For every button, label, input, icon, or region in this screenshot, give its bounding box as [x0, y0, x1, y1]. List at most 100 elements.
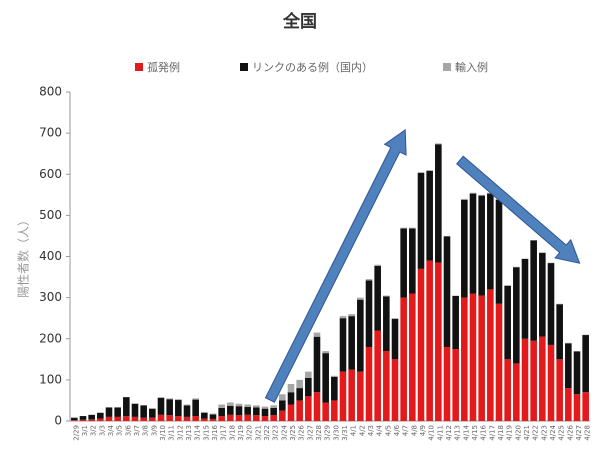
bar-segment [392, 319, 399, 359]
bar-segment [392, 318, 399, 319]
bar-segment [444, 236, 451, 347]
bar-segment [71, 418, 78, 420]
bar-segment [166, 415, 173, 421]
x-tick-label: 4/27 [575, 425, 583, 441]
bar-segment [97, 413, 104, 419]
bar-segment [262, 407, 269, 409]
bar-segment [97, 419, 104, 421]
bar-segment [556, 304, 563, 359]
bar-segment [348, 370, 355, 421]
bar-segment [366, 279, 373, 280]
y-tick-label: 600 [39, 167, 62, 181]
bar-segment [296, 400, 303, 421]
bar-segment [435, 143, 442, 144]
bar-segment [158, 415, 165, 421]
bar-segment [305, 396, 312, 421]
x-tick-label: 3/13 [185, 425, 193, 441]
bar-segment [210, 414, 217, 419]
y-axis-label: 陽性者数（人） [16, 214, 31, 298]
bar-segment [496, 200, 503, 304]
bar-segment [253, 415, 260, 421]
bar-segment [201, 412, 208, 413]
bar-segment [288, 405, 295, 421]
bar-segment [227, 406, 234, 415]
bar-segment [487, 194, 494, 290]
bar-segment [149, 409, 156, 418]
bar-segment [357, 372, 364, 421]
bar-segment [522, 259, 529, 339]
bar-segment [244, 407, 251, 415]
x-tick-label: 4/17 [488, 425, 496, 441]
bar-segment [530, 341, 537, 421]
bar-segment [418, 173, 425, 269]
bar-segment [452, 349, 459, 421]
x-tick-label: 4/23 [540, 425, 548, 441]
bar-segment [426, 261, 433, 421]
x-tick-label: 4/7 [402, 425, 410, 436]
bar-segment [565, 343, 572, 388]
bar-segment [175, 416, 182, 421]
x-tick-label: 3/9 [150, 425, 158, 436]
bar-segment [140, 405, 147, 417]
legend-swatch [240, 63, 248, 71]
x-tick-label: 3/24 [280, 424, 288, 440]
bar-segment [236, 406, 243, 415]
x-tick-label: 4/4 [376, 424, 384, 436]
x-tick-label: 4/16 [480, 424, 488, 440]
bar-segment [435, 144, 442, 262]
bar-segment [574, 394, 581, 421]
bar-segment [166, 398, 173, 399]
x-tick-label: 4/15 [471, 425, 479, 441]
bar-segment [236, 415, 243, 421]
bar-segment [331, 400, 338, 421]
bar-segment [106, 417, 113, 421]
bar-segment [357, 298, 364, 300]
x-tick-label: 3/20 [246, 425, 254, 441]
bar-segment [236, 404, 243, 406]
bar-segment [114, 417, 121, 421]
bar-segment [409, 228, 416, 229]
bar-segment [288, 392, 295, 404]
bar-segment [392, 359, 399, 421]
x-tick-label: 4/14 [462, 424, 470, 440]
bar-segment [132, 404, 139, 417]
bar-segment [210, 419, 217, 421]
x-tick-label: 4/28 [584, 425, 592, 441]
bar-segment [400, 228, 407, 229]
bar-segment [288, 384, 295, 392]
bar-segment [279, 411, 286, 421]
bar-segment [357, 300, 364, 372]
bar-segment [244, 405, 251, 407]
bar-segment [487, 289, 494, 421]
bar-segment [383, 296, 390, 351]
x-tick-label: 3/5 [116, 425, 124, 436]
x-tick-label: 2/29 [72, 425, 80, 441]
bar-segment [166, 399, 173, 415]
bar-segment [366, 347, 373, 421]
bar-segment [478, 195, 485, 196]
y-tick-label: 700 [39, 126, 62, 140]
bar-segment [322, 402, 329, 421]
bar-segment [340, 316, 347, 318]
bar-segment [279, 400, 286, 410]
x-tick-label: 4/13 [454, 425, 462, 441]
legend-swatch [443, 63, 451, 71]
bar-segment [556, 359, 563, 421]
bar-segment [253, 405, 260, 407]
x-tick-label: 3/3 [98, 425, 106, 436]
legend-label: リンクのある例（国内） [252, 60, 373, 74]
bar-segment [270, 405, 277, 407]
bar-segment [218, 416, 225, 421]
bar-segment [409, 229, 416, 294]
bar-segment [322, 351, 329, 353]
bar-segment [340, 372, 347, 421]
bar-segment [374, 331, 381, 421]
bar-segment [262, 416, 269, 421]
bar-segment [175, 399, 182, 400]
y-tick-label: 100 [39, 372, 62, 386]
bar-segment [574, 351, 581, 394]
bar-segment [227, 415, 234, 421]
x-tick-label: 3/22 [263, 425, 271, 441]
bar-segment [210, 414, 217, 415]
x-tick-label: 3/4 [107, 424, 115, 436]
